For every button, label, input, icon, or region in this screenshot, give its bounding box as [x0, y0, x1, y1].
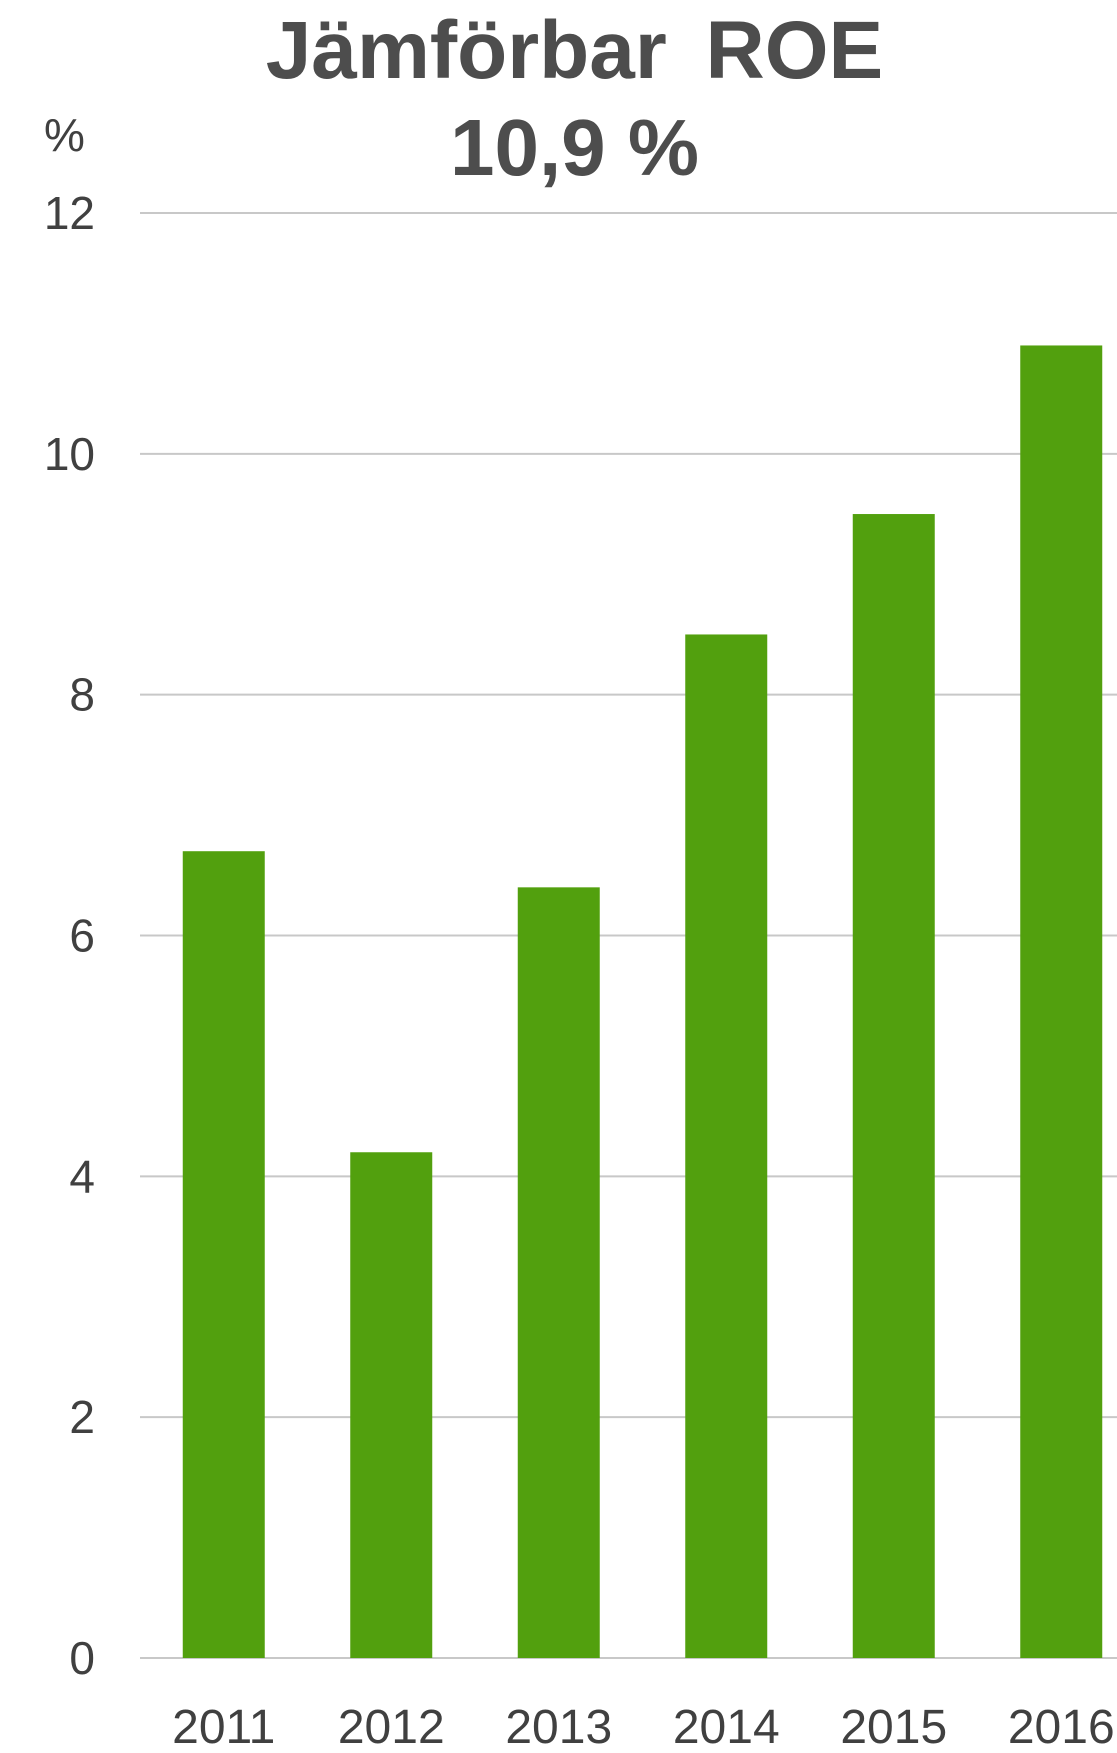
bars — [182, 345, 1103, 1658]
x-axis-ticks: 2011 2012 2013 2014 2015 2016 — [172, 1701, 1115, 1753]
y-tick-label: 4 — [69, 1150, 95, 1202]
y-tick-label: 0 — [69, 1632, 95, 1684]
x-tick-label: 2016 — [1008, 1701, 1115, 1753]
bar-2011 — [182, 851, 265, 1658]
bar-2015 — [852, 514, 935, 1658]
bar-2013 — [517, 887, 600, 1658]
y-tick-label: 2 — [69, 1391, 95, 1443]
y-tick-label: 6 — [69, 910, 95, 962]
x-tick-label: 2013 — [505, 1701, 612, 1753]
x-tick-label: 2014 — [673, 1701, 780, 1753]
bar-2012 — [350, 1152, 433, 1658]
x-tick-label: 2011 — [172, 1701, 275, 1753]
y-tick-label: 8 — [69, 669, 95, 721]
chart-title: Jämförbar ROE — [265, 5, 884, 96]
x-tick-label: 2015 — [840, 1701, 947, 1753]
y-tick-label: 10 — [44, 428, 95, 480]
chart-subtitle: 10,9 % — [449, 103, 700, 192]
y-axis-ticks: 0 2 4 6 8 10 12 — [44, 187, 95, 1684]
bar-2016 — [1020, 345, 1103, 1658]
grid-lines — [140, 212, 1117, 1659]
y-axis-label: % — [44, 109, 85, 161]
x-tick-label: 2012 — [338, 1701, 445, 1753]
bar-2014 — [685, 634, 768, 1658]
y-tick-label: 12 — [44, 187, 95, 239]
